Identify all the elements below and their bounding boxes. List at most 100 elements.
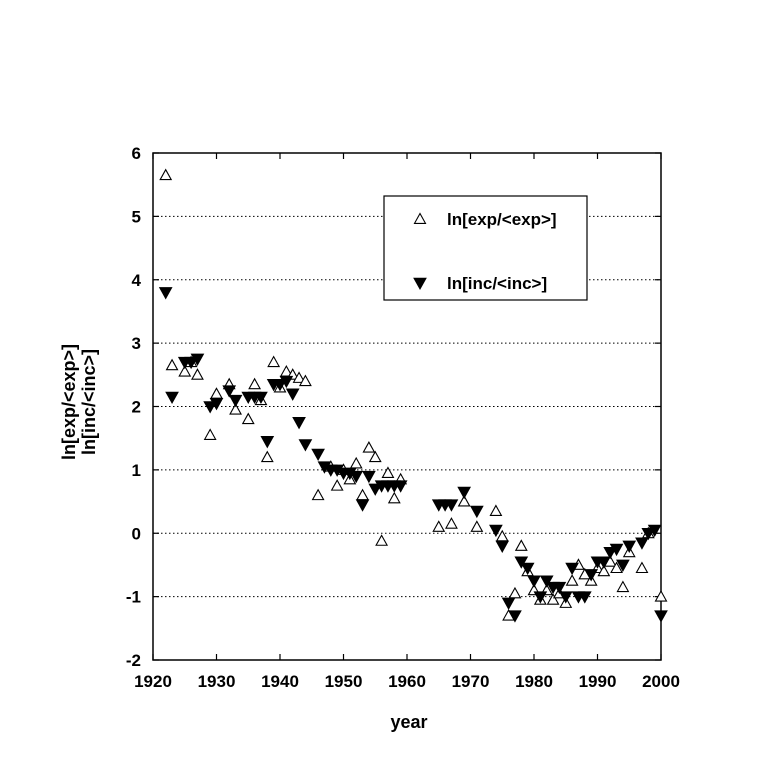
y-tick-label: 5 [132,207,141,226]
data-point-inc [298,439,313,452]
x-tick-label: 1980 [515,672,553,691]
data-point-exp [241,412,255,425]
x-tick-label: 1960 [388,672,426,691]
y-tick-label: 6 [132,144,141,163]
data-point-inc [565,562,579,576]
data-point-inc [635,537,649,550]
data-point-inc [552,581,567,595]
data-point-inc [355,499,370,512]
data-point-exp [311,488,325,501]
data-point-inc [222,385,237,398]
data-point-exp [445,517,458,529]
data-point-inc [254,391,268,405]
data-point-exp [381,466,395,478]
legend: ln[exp/<exp>] ln[inc/<inc>] [383,195,588,301]
y-tick-label: -1 [126,588,141,607]
horizontal-gridlines [153,215,661,598]
data-point-inc [444,499,459,512]
data-point-exp [489,504,503,517]
data-point-exp [514,539,528,551]
y-tick-label: 3 [132,334,141,353]
data-point-exp [597,564,611,577]
data-point-exp [191,368,204,380]
x-tick-label: 2000 [642,672,680,691]
data-point-exp [362,441,376,453]
data-point-inc [368,483,383,496]
data-point-inc [609,543,624,557]
y-tick-label: 2 [132,398,141,417]
data-point-inc [184,356,198,370]
data-point-inc [362,470,376,484]
data-point-inc [273,379,287,392]
data-point-inc [158,287,173,300]
data-point-exp [508,586,522,599]
data-point-exp [292,371,306,383]
data-point-inc [393,480,408,493]
data-point-exp [203,428,217,440]
data-point-inc [190,353,205,366]
data-point-inc [228,394,243,408]
data-point-exp [565,574,579,586]
data-point-exp [375,534,389,546]
data-point-exp [457,494,471,507]
data-point-exp [546,593,560,605]
x-tick-label: 1940 [261,672,299,691]
x-tick-label: 1950 [325,672,363,691]
data-point-exp [654,589,668,602]
legend-marker-exp-shape [413,212,427,224]
data-point-inc [616,559,630,572]
data-point-inc [514,556,529,569]
data-point-inc [495,540,510,553]
data-point-inc [285,388,300,401]
data-point-exp [432,520,446,532]
y-axis-label: ln[exp/<exp>] [59,344,79,460]
x-tick-label: 1990 [579,672,617,691]
data-point-inc [470,505,484,519]
data-point-exp [178,365,192,377]
data-point-inc [489,524,503,538]
y-tick-label: 0 [132,524,141,543]
legend-label-exp: ln[exp/<exp>] [447,210,557,229]
data-point-inc [584,569,598,582]
data-point-exp [330,479,344,491]
x-tick-label: 1930 [198,672,236,691]
data-point-exp [610,561,623,574]
legend-marker-inc [413,277,427,291]
data-point-inc [292,417,306,430]
data-point-inc [203,401,217,414]
y-tick-label: 4 [132,271,142,290]
data-point-exp [635,561,649,574]
data-point-exp [267,355,281,368]
data-point-exp [210,387,223,399]
data-point-exp [368,450,382,463]
data-point-exp [387,491,401,504]
data-point-exp [349,456,363,469]
data-point-inc [279,375,294,389]
axis-ticks: -2 -1 0 1 2 3 4 5 6 1920 1930 1940 1950 1960 1970 1980 1… [126,144,680,691]
data-point-inc [654,610,668,623]
data-point-inc [622,540,637,553]
data-point-exp [298,374,312,387]
legend-marker-inc-shape [413,277,427,291]
data-point-inc [533,591,548,604]
data-point-inc [260,436,275,449]
data-point-exp [260,450,274,463]
data-point-inc [209,398,224,411]
data-point-inc [597,556,611,569]
legend-label-inc: ln[inc/<inc>] [447,274,547,293]
data-point-inc [508,610,522,623]
data-point-inc [641,527,656,541]
x-tick-label: 1920 [134,672,172,691]
data-point-inc [457,486,471,500]
data-point-inc [577,591,592,604]
data-point-exp [470,520,484,532]
data-point-exp [159,168,173,181]
data-point-inc [527,575,541,588]
y-tick-label: 1 [132,461,141,480]
data-point-inc [520,562,535,576]
data-point-inc [558,591,573,604]
data-point-inc [501,597,516,610]
data-points [158,168,668,623]
data-point-inc [539,575,554,588]
